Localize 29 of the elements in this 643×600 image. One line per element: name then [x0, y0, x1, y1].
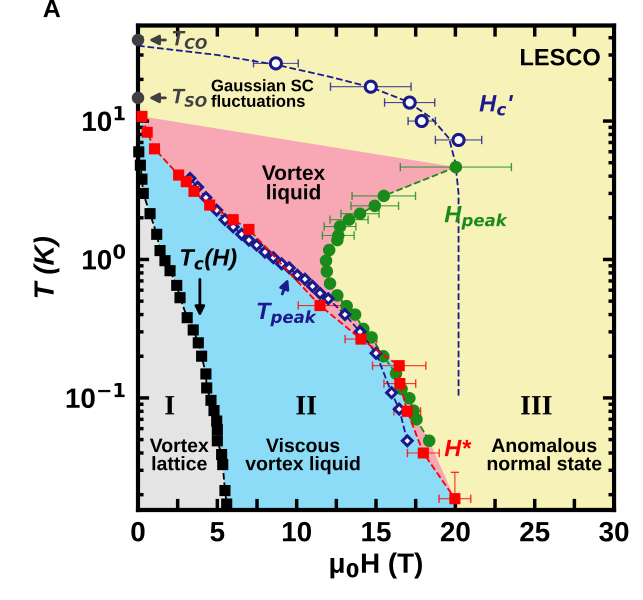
x-tick-label: 10: [282, 522, 311, 542]
y-tick-label: 10$^{−1}$: [66, 382, 125, 408]
annotation: Gaussian SC fluctuations: [211, 79, 314, 107]
series-label: H$_{peak}$: [444, 206, 508, 230]
x-tick-label: 0: [131, 522, 145, 542]
annotation: Vortex liquid: [262, 166, 326, 204]
annotation: Vortex lattice: [150, 438, 209, 470]
y-axis-title: T (K): [33, 236, 60, 298]
series-label: H$_{c}$': [480, 95, 514, 116]
series-label: T$_{c}$(H): [180, 248, 236, 270]
annotation: LESCO: [521, 48, 600, 66]
y-tick-label: 10$^{0}$: [83, 244, 126, 270]
x-tick-label: 20: [440, 522, 470, 542]
annotation: II: [296, 396, 316, 414]
annotation: T$_{peak}$: [258, 302, 317, 326]
x-tick-label: 5: [210, 522, 224, 542]
annotation: Anomalous normal state: [488, 438, 602, 470]
annotation: T$_{CO}$: [172, 31, 207, 49]
y-tick-label: 10$^{1}$: [83, 106, 125, 132]
chart-title: A: [43, 0, 60, 18]
annotation: I: [165, 396, 174, 414]
annotation: T$_{SO}$: [172, 88, 207, 107]
annotation: Viscous vortex liquid: [245, 438, 360, 474]
annotation: III: [521, 396, 552, 414]
series-label: H*: [444, 440, 472, 456]
x-tick-label: 15: [362, 522, 391, 542]
x-tick-label: 25: [520, 522, 550, 542]
x-tick-label: 30: [599, 522, 628, 542]
x-axis-title: μ$_{0}$H (T): [330, 552, 422, 578]
